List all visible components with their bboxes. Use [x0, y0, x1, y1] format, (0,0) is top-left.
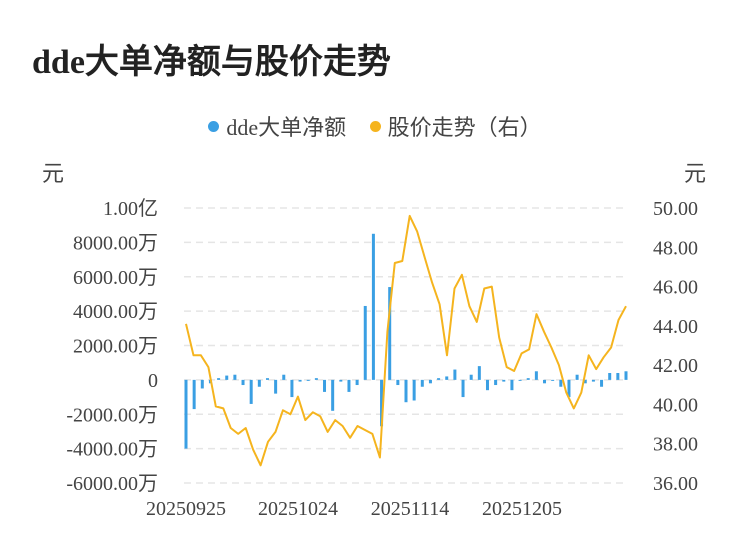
line-series-dot-icon	[369, 120, 381, 132]
left-tick-label: 4000.00万	[73, 301, 158, 323]
bar	[274, 379, 278, 394]
bar	[591, 379, 595, 382]
right-tick-label: 44.00	[653, 316, 698, 338]
right-tick-label: 50.00	[653, 198, 698, 220]
right-tick-label: 42.00	[653, 355, 698, 377]
bar	[339, 379, 343, 382]
bar	[371, 233, 375, 380]
left-tick-label: 6000.00万	[73, 267, 158, 289]
right-tick-label: 40.00	[653, 394, 698, 416]
bar	[518, 379, 522, 381]
left-tick-label: -2000.00万	[66, 404, 158, 426]
bar	[453, 369, 457, 380]
bar	[437, 378, 441, 380]
bar	[412, 379, 416, 401]
left-tick-label: -6000.00万	[66, 473, 158, 495]
bar	[420, 379, 424, 387]
legend-item-line[interactable]: 股价走势（右）	[369, 110, 542, 142]
bar	[551, 379, 555, 381]
left-axis-unit: 元	[42, 161, 65, 186]
right-tick-label: 48.00	[653, 237, 698, 259]
right-tick-label: 38.00	[653, 434, 698, 456]
bar	[526, 378, 530, 380]
right-tick-label: 36.00	[653, 473, 698, 495]
x-tick-label: 20250925	[146, 498, 226, 520]
bar	[217, 378, 221, 380]
bar	[200, 379, 204, 389]
bar	[306, 379, 310, 381]
bar	[314, 378, 318, 380]
bar	[396, 379, 400, 386]
legend-item-bar[interactable]: dde大单净额	[208, 110, 346, 142]
legend-bar-label: dde大单净额	[226, 115, 347, 140]
left-tick-label: 0	[148, 370, 158, 392]
bar	[575, 374, 579, 380]
bar	[265, 378, 269, 380]
bar	[600, 379, 604, 387]
bar	[241, 379, 245, 386]
bar	[225, 375, 229, 380]
bar	[608, 373, 612, 380]
left-tick-label: -4000.00万	[66, 439, 158, 461]
bar	[567, 379, 571, 398]
bar	[347, 379, 351, 392]
bar	[543, 379, 547, 384]
bar	[583, 379, 587, 384]
bar	[510, 379, 514, 391]
bar	[477, 366, 481, 380]
bar	[494, 379, 498, 386]
bar-series-dot-icon	[208, 120, 220, 132]
bar	[445, 376, 449, 380]
bar	[404, 379, 408, 403]
bar	[469, 374, 473, 380]
left-tick-label: 2000.00万	[73, 336, 158, 358]
bar	[363, 305, 367, 380]
bar	[323, 379, 327, 392]
left-tick-label: 1.00亿	[103, 197, 158, 220]
bar	[388, 287, 392, 380]
bar	[298, 379, 302, 382]
legend: dde大单净额 股价走势（右）	[0, 110, 750, 142]
x-tick-label: 20251024	[258, 498, 338, 520]
bar	[282, 374, 286, 380]
bar	[233, 374, 237, 380]
bar	[461, 379, 465, 398]
bar	[249, 379, 253, 404]
bar	[559, 379, 563, 387]
x-tick-label: 20251205	[482, 498, 562, 520]
bar	[428, 379, 432, 384]
bar	[355, 379, 359, 386]
right-tick-label: 46.00	[653, 277, 698, 299]
left-tick-label: 8000.00万	[73, 232, 158, 254]
bar	[290, 379, 294, 398]
bar	[331, 379, 335, 411]
right-axis-unit: 元	[684, 161, 707, 186]
bar	[624, 371, 628, 380]
price-line	[185, 214, 627, 467]
x-tick-label: 20251114	[371, 498, 450, 520]
bar	[257, 379, 261, 387]
bar	[502, 379, 506, 382]
bar	[534, 371, 538, 380]
bar	[485, 379, 489, 391]
legend-line-label: 股价走势（右）	[387, 115, 542, 140]
bar	[192, 379, 196, 410]
bar	[380, 379, 384, 427]
chart-title: dde大单净额与股价走势	[32, 44, 391, 81]
bar	[184, 379, 188, 449]
bar	[616, 373, 620, 380]
